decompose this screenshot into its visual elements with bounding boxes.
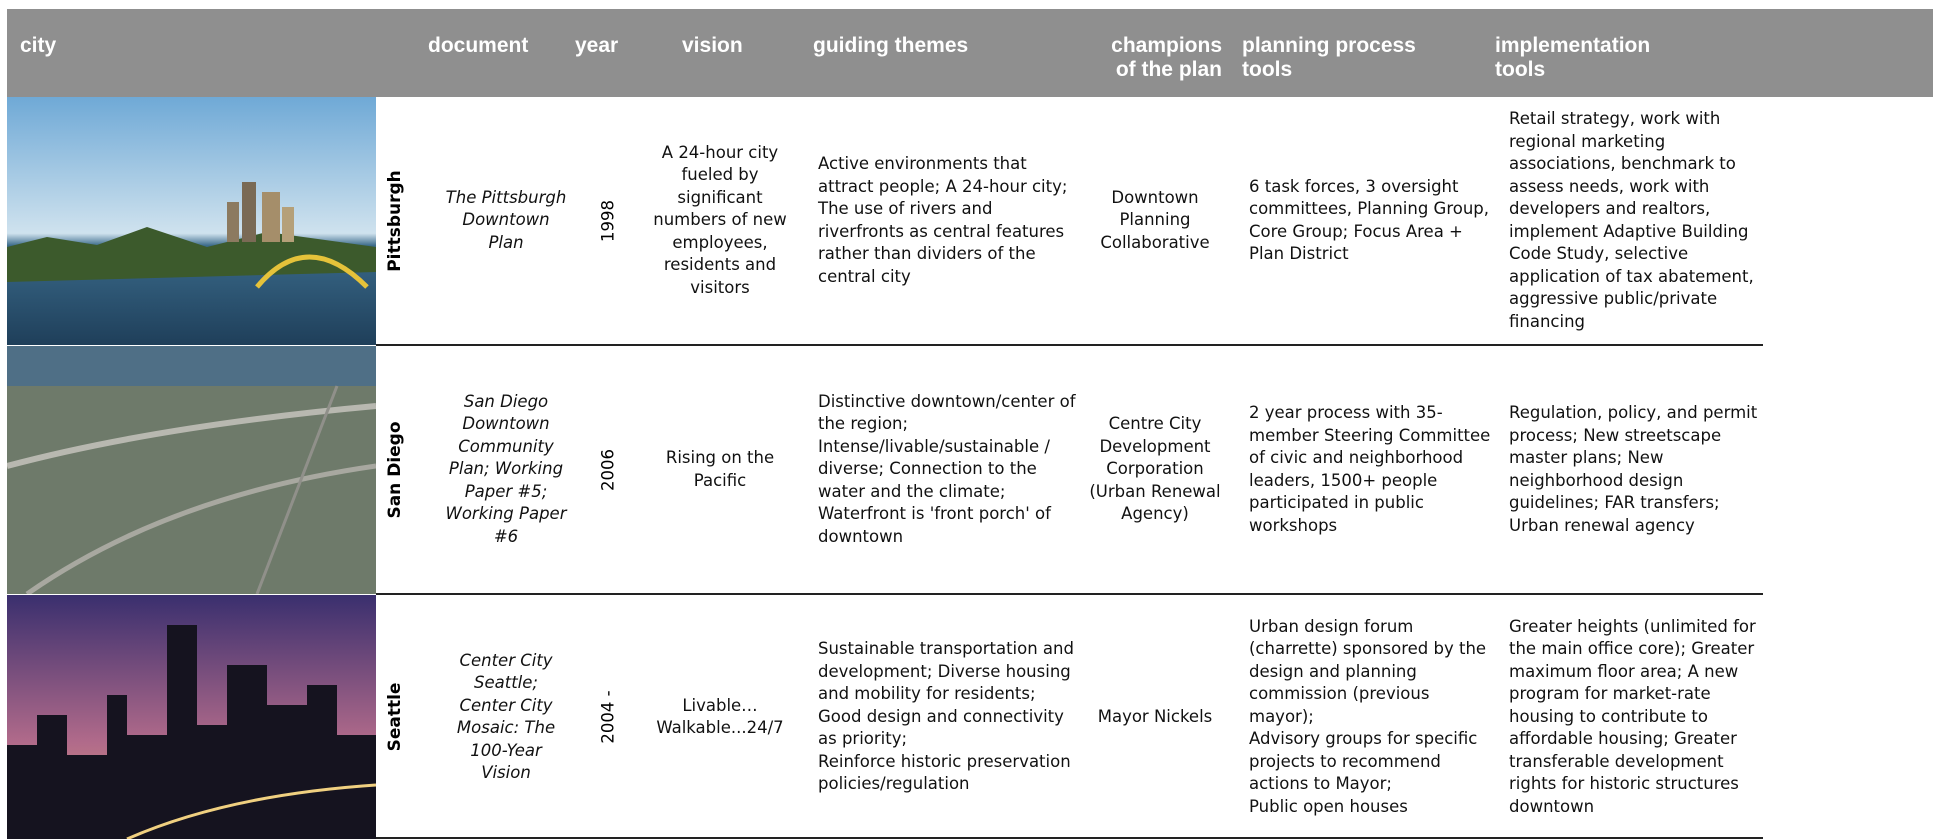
document: San Diego Downtown Community Plan; Worki… (445, 391, 567, 546)
planning-process: Urban design forum (charrette) sponsored… (1249, 616, 1487, 816)
guiding-themes: Distinctive downtown/center of the regio… (818, 391, 1076, 546)
implementation: Regulation, policy, and permit process; … (1509, 403, 1758, 535)
city-label: San Diego (385, 420, 405, 519)
planning-process: 2 year process with 35-member Steering C… (1249, 403, 1491, 535)
implementation: Retail strategy, work with regional mark… (1509, 109, 1754, 331)
year: 1998 (598, 199, 618, 242)
san-diego-photo (7, 346, 376, 594)
pittsburgh-photo (7, 97, 376, 345)
city-label: Pittsburgh (385, 169, 405, 272)
row-separator (376, 593, 1763, 595)
vision: A 24-hour city fueled by significant num… (653, 142, 787, 297)
header-cell: vision (682, 34, 743, 57)
header-cell: document (428, 34, 529, 57)
seattle-photo (7, 595, 376, 839)
header-cell: year (575, 34, 619, 57)
champions: Downtown Planning Collaborative (1100, 187, 1210, 252)
vision: Rising on the Pacific (665, 448, 775, 490)
champions: Mayor Nickels (1097, 706, 1213, 726)
year: 2004 - (598, 690, 618, 744)
vision: Livable… Walkable...24/7 (656, 695, 784, 738)
row-separator (376, 344, 1763, 346)
document: The Pittsburgh Downtown Plan (445, 187, 567, 252)
planning-process: 6 task forces, 3 oversight committees, P… (1249, 176, 1490, 264)
implementation: Greater heights (unlimited for the main … (1509, 616, 1756, 816)
document: Center City Seattle; Center City Mosaic:… (456, 650, 556, 783)
header-cell: champions of the plan (1111, 34, 1222, 81)
header-cell: planning process tools (1242, 34, 1416, 81)
guiding-themes: Sustainable transportation and developme… (818, 639, 1074, 794)
city-label: Seattle (385, 682, 405, 752)
champions: Centre City Development Corporation (Urb… (1089, 414, 1221, 524)
header-cell: city (20, 34, 57, 57)
header-bar (7, 9, 1933, 97)
header-cell: implementation tools (1495, 34, 1651, 81)
year: 2006 (598, 448, 618, 491)
header-cell: guiding themes (813, 34, 969, 57)
guiding-themes: Active environments that attract people;… (818, 154, 1068, 286)
row-separator (376, 837, 1763, 839)
